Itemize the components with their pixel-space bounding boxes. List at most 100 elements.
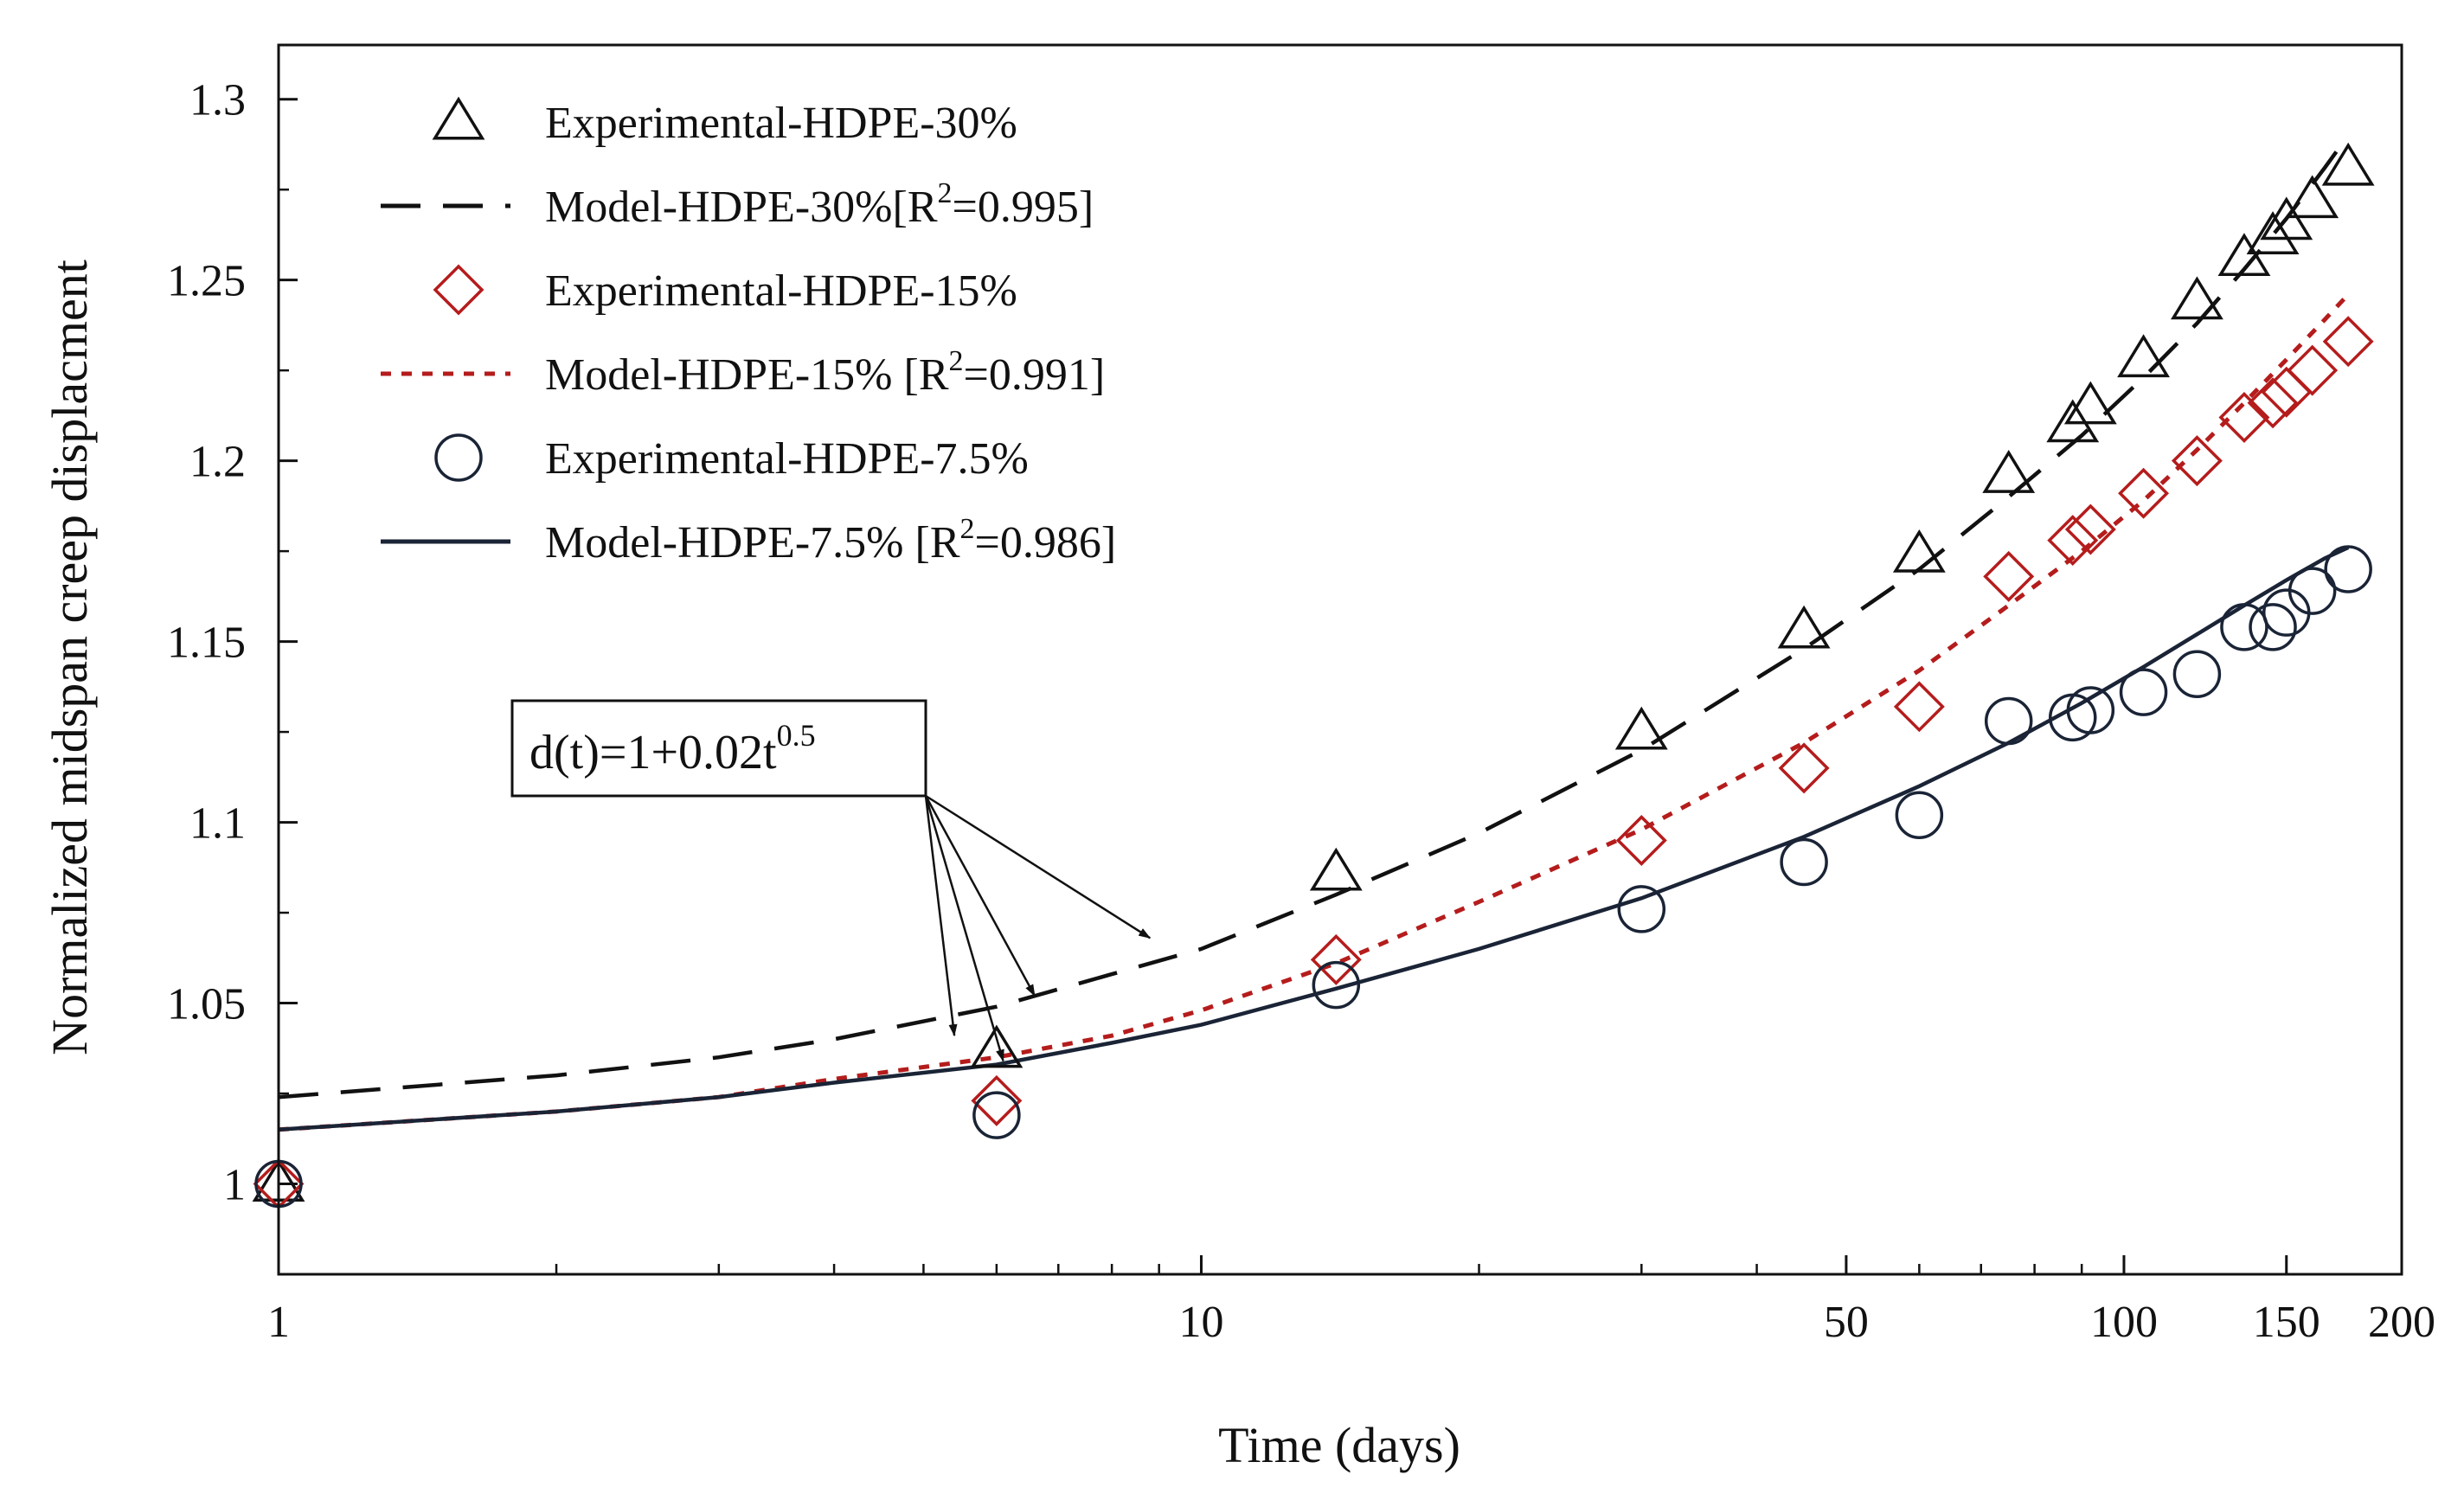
x-tick-label: 10 [1178, 1298, 1223, 1347]
legend-label-text: Model-HDPE-7.5% [R [545, 518, 960, 567]
data-point-diamond [1893, 681, 1945, 733]
data-point-triangle [1982, 449, 2036, 493]
legend-marker-diamond [433, 264, 484, 316]
legend: Experimental-HDPE-30%Model-HDPE-30%[R2=0… [381, 96, 1116, 567]
annotation-arrow [924, 795, 1036, 997]
series-line-model30 [278, 134, 2351, 1100]
annotation-arrow [924, 795, 958, 1037]
legend-label-tail: =0.986] [975, 518, 1117, 567]
data-point-diamond [1778, 742, 1830, 794]
data-point-triangle [2063, 381, 2117, 425]
legend-marker-triangle [432, 96, 485, 140]
plot-frame [277, 43, 2403, 1276]
data-point-circle [2172, 650, 2222, 698]
data-point-circle [972, 1091, 1021, 1139]
legend-label-tail: =0.995] [953, 183, 1094, 232]
y-tick-label: 1.1 [189, 799, 246, 849]
annotation: d(t)=1+0.02t0.5 [510, 699, 1152, 1062]
data-point-diamond [2171, 435, 2223, 487]
legend-entry-exp75: Experimental-HDPE-7.5% [434, 433, 1029, 484]
series-line-model15 [278, 292, 2351, 1132]
legend-label-tail: =0.991] [964, 350, 1106, 400]
legend-label: Experimental-HDPE-7.5% [545, 434, 1029, 484]
data-point-diamond [2118, 467, 2170, 519]
legend-entry-model30: Model-HDPE-30%[R2=0.995] [381, 177, 1094, 232]
legend-label-text: Model-HDPE-30%[R [545, 183, 938, 232]
annotation-exponent: 0.5 [777, 718, 816, 753]
series-points-exp75 [254, 545, 2372, 1209]
data-point-circle [1617, 885, 1666, 933]
data-point-circle [2288, 567, 2337, 615]
data-point-diamond [2064, 503, 2116, 555]
y-tick-label: 1.05 [167, 980, 246, 1029]
series-points-exp15 [253, 316, 2374, 1209]
data-point-circle [2220, 603, 2268, 651]
legend-marker-circle [434, 433, 483, 482]
y-axis-title: Normalized midspan creep displacment [42, 260, 98, 1055]
data-point-triangle [1892, 529, 1946, 573]
data-point-triangle [2170, 276, 2223, 320]
series-line-model75 [278, 545, 2350, 1132]
data-point-circle [1984, 696, 2033, 746]
x-axis-title: Time (days) [1218, 1417, 1460, 1473]
annotation-box [510, 699, 927, 798]
data-point-diamond [2247, 377, 2299, 429]
legend-entry-exp30: Experimental-HDPE-30% [432, 96, 1017, 148]
legend-entry-model15: Model-HDPE-15% [R2=0.991] [381, 345, 1105, 400]
data-point-diamond [2287, 344, 2339, 396]
data-point-triangle [1309, 847, 1363, 891]
x-tick-label: 200 [2368, 1298, 2435, 1347]
data-point-diamond [1310, 933, 1362, 985]
y-tick-label: 1.15 [167, 619, 246, 668]
legend-label-text: Experimental-HDPE-15% [545, 266, 1017, 316]
data-point-diamond [2322, 316, 2374, 368]
data-point-triangle [1777, 605, 1831, 649]
legend-label-superscript: 2 [938, 177, 953, 209]
data-point-diamond [1983, 550, 2035, 602]
legend-label-text: Experimental-HDPE-7.5% [545, 434, 1029, 484]
x-tick-label: 50 [1824, 1298, 1869, 1347]
legend-label-text: Model-HDPE-15% [R [545, 350, 949, 400]
legend-entry-exp15: Experimental-HDPE-15% [433, 264, 1017, 316]
data-point-circle [1780, 837, 1828, 887]
data-point-triangle [2260, 196, 2313, 240]
data-point-triangle [2321, 142, 2375, 186]
data-point-circle [1312, 960, 1361, 1010]
data-point-triangle [970, 1024, 1023, 1068]
annotation-text: d(t)=1+0.02t0.5 [529, 718, 816, 779]
data-point-circle [2119, 668, 2168, 716]
data-point-triangle [2286, 175, 2339, 219]
data-point-circle [2066, 686, 2115, 734]
legend-label-superscript: 2 [949, 345, 964, 377]
x-tick-label: 150 [2253, 1298, 2320, 1347]
x-tick-label: 100 [2090, 1298, 2158, 1347]
x-tick-label: 1 [267, 1298, 290, 1347]
data-point-diamond [2047, 515, 2099, 567]
legend-label: Experimental-HDPE-30% [545, 99, 1017, 148]
y-tick-label: 1.3 [189, 76, 246, 125]
plot-layer [252, 134, 2375, 1209]
data-point-triangle [2246, 211, 2300, 254]
legend-label-superscript: 2 [960, 513, 975, 545]
legend-label: Model-HDPE-15% [R2=0.991] [545, 345, 1105, 400]
annotation-arrow [925, 794, 1152, 939]
data-point-diamond [971, 1074, 1023, 1126]
y-tick-label: 1.2 [189, 438, 246, 487]
annotation-arrow [924, 795, 1004, 1062]
data-point-diamond [1615, 814, 1667, 866]
y-tick-label: 1.25 [167, 257, 246, 306]
series-points-exp30 [252, 142, 2375, 1202]
data-point-triangle [1614, 706, 1668, 750]
data-point-circle [2324, 545, 2372, 593]
legend-label-text: Experimental-HDPE-30% [545, 99, 1017, 148]
axes-layer: 1 10 50 100 150 200 1 1.05 1.1 1.15 1.2 1.25 1.3 [167, 43, 2435, 1347]
legend-label: Model-HDPE-30%[R2=0.995] [545, 177, 1094, 232]
legend-label: Model-HDPE-7.5% [R2=0.986] [545, 513, 1116, 567]
data-point-diamond [2218, 392, 2270, 443]
legend-entry-model75: Model-HDPE-7.5% [R2=0.986] [381, 513, 1116, 567]
legend-label: Experimental-HDPE-15% [545, 266, 1017, 316]
data-point-triangle [2217, 233, 2271, 277]
y-tick-label: 1 [223, 1161, 246, 1210]
data-point-circle [1895, 791, 1944, 839]
